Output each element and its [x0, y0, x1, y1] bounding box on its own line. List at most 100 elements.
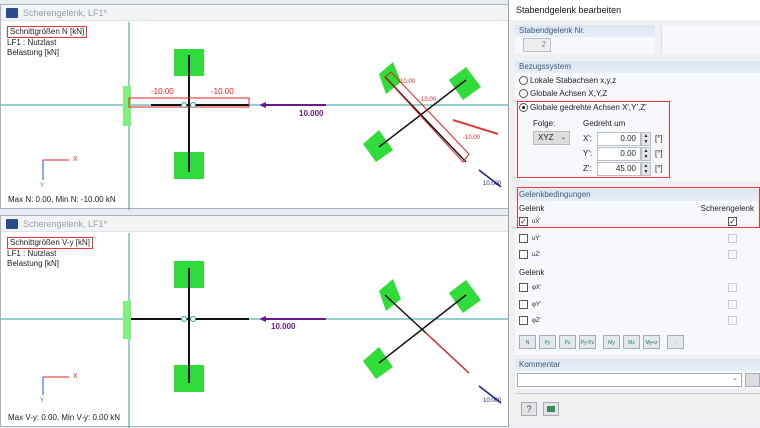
uz-checkbox[interactable] — [519, 250, 528, 259]
min-max-footer: Max N: 0.00, Min N: -10.00 kN — [8, 195, 116, 204]
highlight-box — [517, 187, 760, 228]
preset-pypz-button[interactable]: Py-Pz — [579, 335, 596, 349]
result-heading: Schnittgrößen N [kN] — [7, 26, 88, 38]
preset-n-button[interactable]: N — [519, 335, 536, 349]
sequence-value: XYZ — [538, 133, 554, 142]
uy-label: uY' — [532, 236, 541, 242]
uy-checkbox[interactable] — [519, 234, 528, 243]
radio-local-axes[interactable]: Lokale Stabachsen x,y,z — [519, 76, 616, 85]
member — [384, 294, 427, 334]
support — [449, 67, 481, 100]
bottom-viewport[interactable]: 10.000 10.000 X Y Schnittgrößen V-y [kN]… — [1, 233, 521, 428]
load-case: LF1 : Nutzlast — [7, 249, 57, 258]
phiy-label: φY' — [532, 302, 542, 308]
rot-y-spinner[interactable]: ▲ ▼ — [641, 147, 651, 161]
units-button[interactable] — [543, 402, 559, 416]
load-arrow — [478, 169, 502, 188]
uz-scissors-checkbox[interactable] — [728, 250, 737, 259]
dialog-title[interactable]: Stabendgelenk bearbeiten — [509, 0, 760, 20]
load-value: 10.000 — [483, 181, 502, 187]
preset-my-button[interactable]: My — [603, 335, 620, 349]
preset-none-button[interactable]: - — [667, 335, 684, 349]
phix-label: φX' — [532, 285, 542, 291]
radio-label: Globale gedrehte Achsen X',Y',Z' — [530, 103, 647, 112]
support — [123, 86, 131, 126]
value-label: -10.00 — [419, 97, 437, 103]
phiz-checkbox[interactable] — [519, 316, 528, 325]
preset-mz-button[interactable]: Mz — [623, 335, 640, 349]
rot-x-input[interactable]: 0.00 — [597, 132, 641, 146]
hinge-conditions-section: Gelenkbedingungen Gelenk Scherengelenk ✓… — [515, 189, 760, 355]
phix-scissors-checkbox[interactable] — [728, 283, 737, 292]
rot-z-spinner[interactable]: ▲ ▼ — [641, 162, 651, 176]
bottom-view-titlebar[interactable]: Scherengelenk, LF1* — [1, 216, 519, 232]
load-arrowhead — [259, 102, 266, 108]
phix-checkbox[interactable] — [519, 283, 528, 292]
phiy-scissors-checkbox[interactable] — [728, 300, 737, 309]
uy-scissors-checkbox[interactable] — [728, 234, 737, 243]
load-label: Belastung [kN] — [7, 259, 60, 268]
rot-x-spinner[interactable]: ▲ ▼ — [641, 132, 651, 146]
ux-scissors-checkbox[interactable]: ✓ — [728, 217, 737, 226]
help-icon: ? — [526, 404, 532, 414]
empty-panel — [661, 25, 760, 54]
radio-selected-icon — [519, 103, 528, 112]
phiz-scissors-checkbox[interactable] — [728, 316, 737, 325]
radio-icon — [519, 76, 528, 85]
comment-input[interactable]: ⌄ — [517, 373, 742, 387]
section-header: Bezugssystem — [515, 61, 760, 73]
rotated-by-label: Gedreht um — [583, 119, 626, 128]
unit-label: [°] — [655, 164, 663, 173]
window-title: Scherengelenk, LF1* — [23, 219, 108, 229]
callout-arrow — [452, 119, 499, 135]
ux-checkbox[interactable]: ✓ — [519, 217, 528, 226]
bottom-info: Schnittgrößen V-y [kN] LF1 : Nutzlast Be… — [7, 237, 94, 269]
comment-library-button[interactable] — [745, 373, 760, 387]
top-info: Schnittgrößen N [kN] LF1 : Nutzlast Bela… — [7, 26, 88, 58]
sequence-dropdown[interactable]: XYZ ⌄ — [533, 131, 570, 145]
axis-x-label: X — [73, 156, 78, 163]
bottom-view-window[interactable]: Scherengelenk, LF1* 10.000 10.000 X — [0, 215, 521, 428]
chevron-down-icon: ⌄ — [560, 135, 566, 141]
load-value: 10.000 — [483, 398, 502, 404]
hinge — [190, 102, 196, 108]
unit-label: [°] — [655, 149, 663, 158]
rot-z-input[interactable]: 45.00 — [597, 162, 641, 176]
radio-label: Lokale Stabachsen x,y,z — [530, 76, 617, 85]
value-label: -10.00 — [151, 87, 174, 96]
section-header: Stabendgelenk Nr. — [515, 25, 655, 37]
ux-label: uX' — [532, 219, 541, 225]
app-icon — [6, 8, 18, 18]
chevron-down-icon: ⌄ — [732, 375, 738, 382]
radio-label: Globale Achsen X,Y,Z — [530, 89, 608, 98]
radio-rotated-global-axes[interactable]: Globale gedrehte Achsen X',Y',Z' — [519, 103, 647, 112]
top-view-window[interactable]: Scherengelenk, LF1* -10.00 — [0, 4, 521, 210]
rot-y-label: Y': — [583, 149, 593, 158]
member — [378, 79, 467, 148]
support — [363, 130, 393, 162]
preset-pz-button[interactable]: Pz — [559, 335, 576, 349]
section-header: Kommentar — [515, 359, 760, 371]
radio-global-axes[interactable]: Globale Achsen X,Y,Z — [519, 89, 607, 98]
phiz-label: φZ' — [532, 318, 541, 324]
load-value: 10.000 — [271, 322, 296, 331]
n-diagram — [128, 97, 250, 108]
value-label: -10.00 — [463, 135, 481, 141]
hinge-nr-field[interactable]: 2 — [523, 38, 551, 52]
rot-y-input[interactable]: 0.00 — [597, 147, 641, 161]
axis-x-label: X — [73, 373, 78, 380]
phiy-checkbox[interactable] — [519, 300, 528, 309]
help-button[interactable]: ? — [521, 402, 537, 416]
preset-myz-button[interactable]: My+z — [643, 335, 660, 349]
load-arrowhead — [259, 316, 266, 322]
value-label: -10.00 — [398, 79, 416, 85]
unit-label: [°] — [655, 134, 663, 143]
top-viewport[interactable]: -10.00 -10.00 10.000 10.000 -10.00 -10.0… — [1, 22, 521, 210]
load-case: LF1 : Nutzlast — [7, 38, 57, 47]
reference-system-section: Bezugssystem Lokale Stabachsen x,y,z Glo… — [515, 61, 760, 181]
top-view-titlebar[interactable]: Scherengelenk, LF1* — [1, 5, 519, 21]
comment-section: Kommentar ⌄ — [515, 359, 760, 389]
preset-py-button[interactable]: Py — [539, 335, 556, 349]
support — [379, 62, 401, 94]
axis-y-label: Y — [40, 183, 45, 189]
